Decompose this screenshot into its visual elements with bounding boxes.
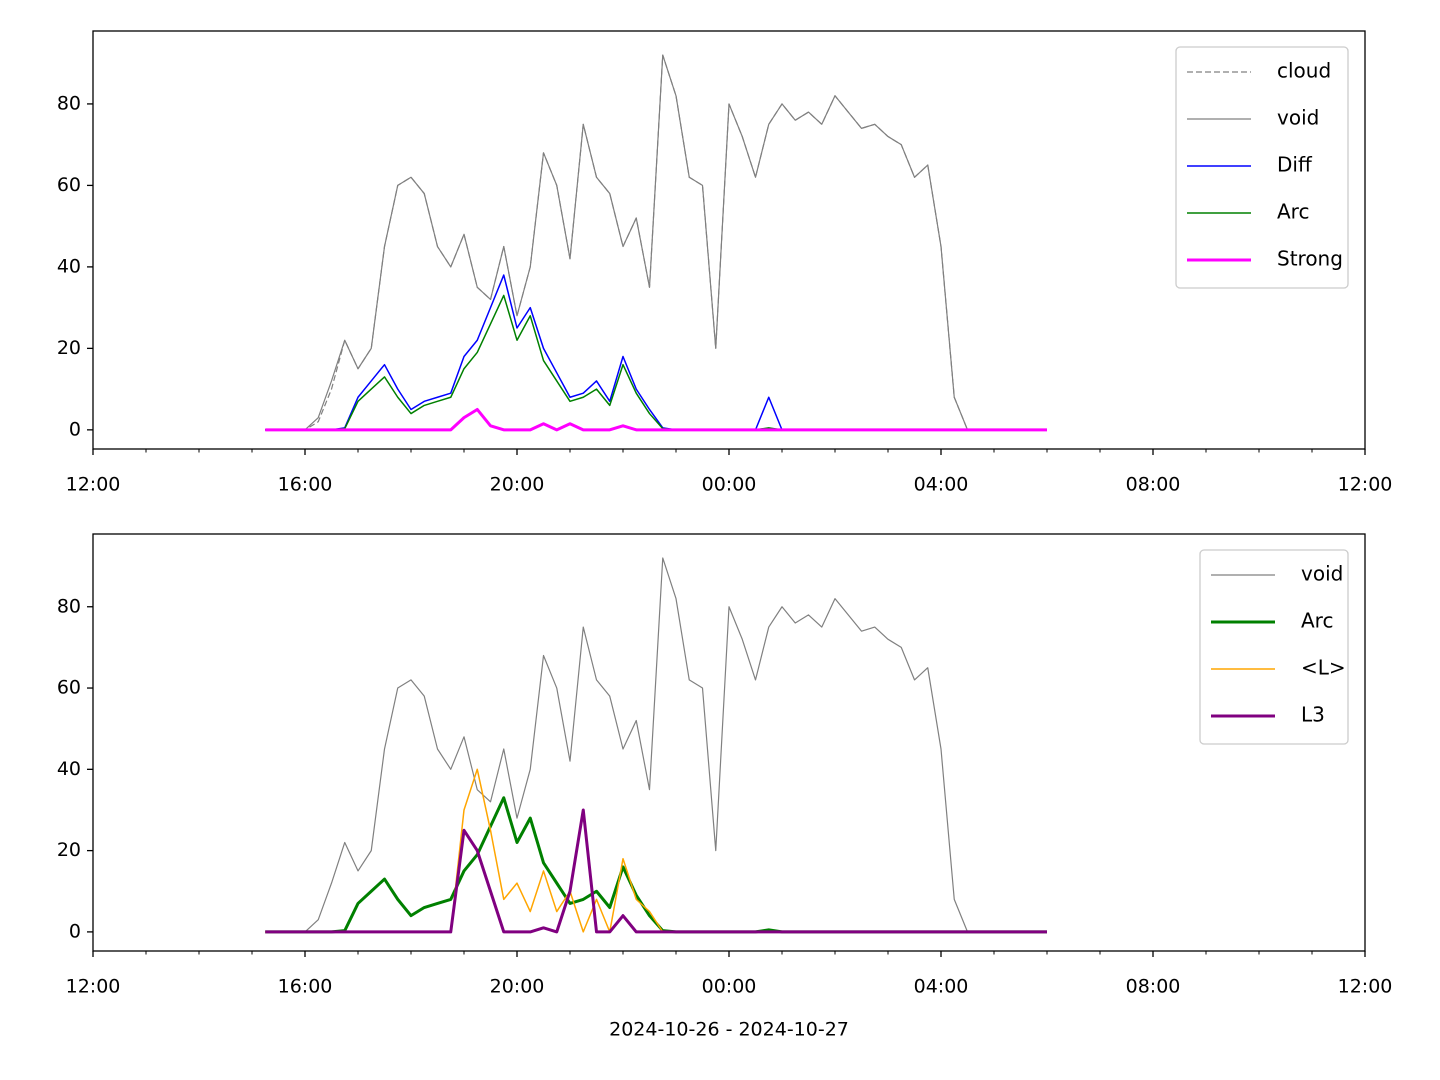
series-line [265,274,1047,431]
x-tick-label: 08:00 [1126,976,1181,998]
series-line [265,54,1047,431]
x-tick-label: 00:00 [702,474,757,496]
x-tick-label: 04:00 [914,976,969,998]
legend-label: Arc [1277,200,1309,224]
x-tick-label: 16:00 [278,474,333,496]
legend-label: void [1301,562,1343,586]
series-line [265,557,1047,933]
x-tick-label: 20:00 [490,474,545,496]
series-line [265,796,1047,934]
legend-label: L3 [1301,703,1325,727]
x-tick-label: 08:00 [1126,474,1181,496]
x-tick-label: 12:00 [1338,474,1393,496]
x-tick-label: 20:00 [490,976,545,998]
x-tick-label: 04:00 [914,474,969,496]
legend-label: cloud [1277,59,1331,83]
series-line [265,768,1047,933]
y-tick-label: 0 [69,418,81,440]
x-tick-label: 16:00 [278,976,333,998]
x-tick-label: 12:00 [66,976,121,998]
x-tick-label: 12:00 [1338,976,1393,998]
series-line [265,808,1047,934]
y-tick-label: 0 [69,920,81,942]
legend: cloud void Diff Arc Strong [1175,46,1349,289]
series-line [265,54,1047,431]
x-tick-label: 00:00 [702,976,757,998]
legend-label: void [1277,106,1319,130]
y-tick-label: 40 [57,255,81,277]
legend-box [1175,46,1349,289]
series-line [265,407,1047,432]
axes-frame [92,30,1366,450]
x-axis-label: 2024-10-26 - 2024-10-27 [609,1019,849,1041]
y-tick-label: 60 [57,174,81,196]
axes-frame [92,533,1366,952]
x-tick-label: 12:00 [66,474,121,496]
y-tick-label: 20 [57,337,81,359]
legend-label: Strong [1277,247,1343,271]
legend: void Arc <L> L3 [1199,549,1349,745]
y-tick-label: 80 [57,595,81,617]
y-tick-label: 60 [57,677,81,699]
legend-box [1199,549,1349,745]
y-tick-label: 20 [57,839,81,861]
legend-label: <L> [1301,656,1346,680]
y-tick-label: 80 [57,92,81,114]
legend-label: Diff [1277,153,1313,177]
y-tick-label: 40 [57,758,81,780]
series-line [265,294,1047,431]
legend-label: Arc [1301,609,1333,633]
